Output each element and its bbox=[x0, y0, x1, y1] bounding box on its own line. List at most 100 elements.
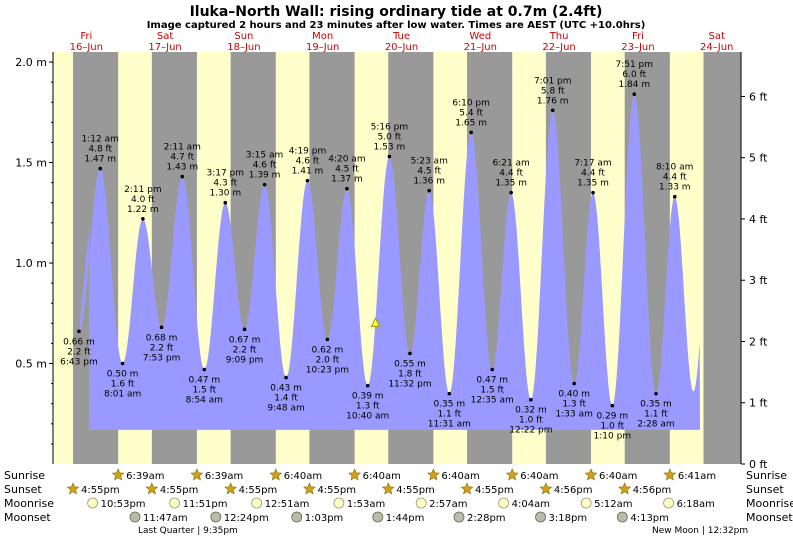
low-tide-label: 1.3 ft bbox=[356, 402, 380, 412]
sun-icon bbox=[618, 482, 632, 495]
night-band bbox=[703, 52, 741, 464]
moonrise-icon bbox=[87, 497, 99, 509]
day-date: 22–Jun bbox=[542, 42, 575, 53]
sunset-time: 4:55pm bbox=[160, 485, 199, 496]
day-date: 19–Jun bbox=[306, 42, 339, 53]
day-name: Tue bbox=[392, 31, 410, 42]
low-tide-label: 12:35 am bbox=[471, 396, 514, 406]
high-tide-label: 1.84 m bbox=[618, 80, 650, 90]
day-name: Mon bbox=[312, 31, 333, 42]
high-tide-label: 2:11 pm bbox=[124, 185, 162, 195]
low-tide-label: 0.29 m bbox=[596, 412, 628, 422]
left-tick-label: 1.0 m bbox=[15, 257, 47, 270]
moonset-time: 2:28pm bbox=[467, 513, 506, 524]
high-tide-label: 4.4 ft bbox=[663, 173, 687, 183]
high-tide-label: 1.36 m bbox=[413, 177, 445, 187]
high-tide-label: 1.39 m bbox=[249, 171, 281, 181]
moonrise-icon bbox=[663, 497, 674, 509]
day-headers: Fri16–JunSat17–JunSun18–JunMon19–JunTue2… bbox=[70, 31, 734, 53]
day-date: 20–Jun bbox=[385, 42, 418, 53]
low-tide-label: 10:40 am bbox=[346, 412, 389, 422]
tide-point bbox=[591, 190, 595, 195]
tide-curve bbox=[79, 94, 700, 430]
high-tide-label: 4.4 ft bbox=[499, 169, 523, 179]
high-tide-label: 7:17 am bbox=[574, 159, 611, 169]
high-tide-label: 4.5 ft bbox=[417, 167, 441, 177]
sun-icon bbox=[111, 468, 125, 481]
high-tide-label: 4.8 ft bbox=[88, 145, 112, 155]
high-tide-label: 1.35 m bbox=[577, 179, 609, 189]
moonrise-time: 1:53am bbox=[347, 499, 385, 510]
sunset-time: 4:55pm bbox=[475, 485, 514, 496]
day-name: Sat bbox=[157, 31, 173, 42]
sun-icon bbox=[224, 482, 238, 495]
low-tide-label: 0.55 m bbox=[394, 359, 426, 369]
sunset-time: 4:55pm bbox=[81, 485, 120, 496]
sunset-time: 4:56pm bbox=[633, 485, 672, 496]
sunset-time: 4:56pm bbox=[554, 485, 593, 496]
low-tide-label: 2.2 ft bbox=[150, 343, 174, 353]
right-tick-label: 1 ft bbox=[749, 397, 768, 410]
row-label-left-sunset: Sunset bbox=[4, 483, 42, 496]
low-tide-label: 0.43 m bbox=[270, 384, 302, 394]
low-tide-label: 2.0 ft bbox=[316, 355, 340, 365]
row-label-right-moonset: Moonset bbox=[746, 511, 793, 524]
low-tide-label: 1.5 ft bbox=[192, 386, 216, 396]
high-tide-label: 4:19 pm bbox=[289, 147, 327, 157]
left-tick-label: 0.5 m bbox=[15, 358, 47, 371]
tide-point bbox=[345, 186, 349, 191]
tide-point bbox=[242, 327, 247, 332]
high-tide-label: 1.47 m bbox=[84, 155, 116, 165]
current-tide-marker bbox=[370, 317, 381, 327]
low-tide-label: 0.62 m bbox=[312, 345, 344, 355]
tide-point bbox=[387, 154, 392, 159]
high-tide-label: 4.5 ft bbox=[335, 165, 359, 175]
tide-point bbox=[550, 108, 555, 113]
tide-point bbox=[529, 397, 533, 402]
sun-icon bbox=[663, 468, 677, 481]
current-tide-triangle bbox=[370, 317, 381, 327]
high-tide-label: 8:10 am bbox=[656, 163, 693, 173]
right-tick-label: 5 ft bbox=[749, 152, 768, 165]
tide-area-fill bbox=[79, 94, 700, 430]
low-tide-label: 7:53 pm bbox=[143, 353, 181, 363]
high-tide-label: 1.22 m bbox=[127, 205, 159, 215]
high-tide-label: 6:21 am bbox=[492, 159, 529, 169]
low-tide-label: 0.68 m bbox=[146, 333, 178, 343]
tide-point bbox=[447, 391, 452, 396]
low-tide-label: 10:23 pm bbox=[306, 365, 349, 375]
tide-point bbox=[427, 188, 431, 193]
low-tide-label: 1.3 ft bbox=[562, 400, 586, 410]
high-tide-label: 4.0 ft bbox=[131, 195, 155, 205]
low-tide-label: 8:01 am bbox=[104, 390, 141, 400]
tide-point bbox=[141, 217, 145, 221]
moonset-icon bbox=[453, 511, 465, 523]
high-tide-label: 3:17 pm bbox=[206, 169, 244, 179]
high-tide-label: 5.8 ft bbox=[541, 86, 565, 96]
day-date: 23–Jun bbox=[621, 42, 654, 53]
sunset-time: 4:55pm bbox=[396, 485, 435, 496]
tide-point bbox=[509, 190, 513, 195]
high-tide-label: 4.6 ft bbox=[253, 161, 277, 171]
high-tide-label: 4:20 am bbox=[328, 155, 365, 165]
low-tide-label: 11:31 am bbox=[428, 420, 471, 430]
right-tick-label: 2 ft bbox=[749, 335, 768, 348]
high-tide-label: 6:10 pm bbox=[452, 98, 490, 108]
day-date: 16–Jun bbox=[70, 42, 103, 53]
sunrise-time: 6:40am bbox=[520, 471, 558, 482]
tide-point bbox=[305, 178, 310, 183]
chart-title: Iluka–North Wall: rising ordinary tide a… bbox=[190, 4, 603, 20]
left-tick-label: 2.0 m bbox=[15, 56, 47, 69]
axes: 0.5 m 1.0 m 1.5 m 2.0 m 0 ft 1 ft 2 ft 3 ft 4 ft… bbox=[15, 52, 768, 471]
moonset-icon bbox=[129, 511, 141, 523]
tide-point bbox=[159, 325, 164, 330]
day-name: Sat bbox=[708, 31, 724, 42]
low-tide-label: 1:33 am bbox=[556, 410, 593, 420]
low-tide-label: 1.8 ft bbox=[398, 369, 422, 379]
low-tide-label: 0.66 m bbox=[63, 337, 95, 347]
moonset-time: 1:03pm bbox=[305, 513, 344, 524]
moonrise-time: 2:57am bbox=[429, 499, 467, 510]
tide-point bbox=[490, 367, 495, 372]
tide-point bbox=[469, 130, 473, 135]
